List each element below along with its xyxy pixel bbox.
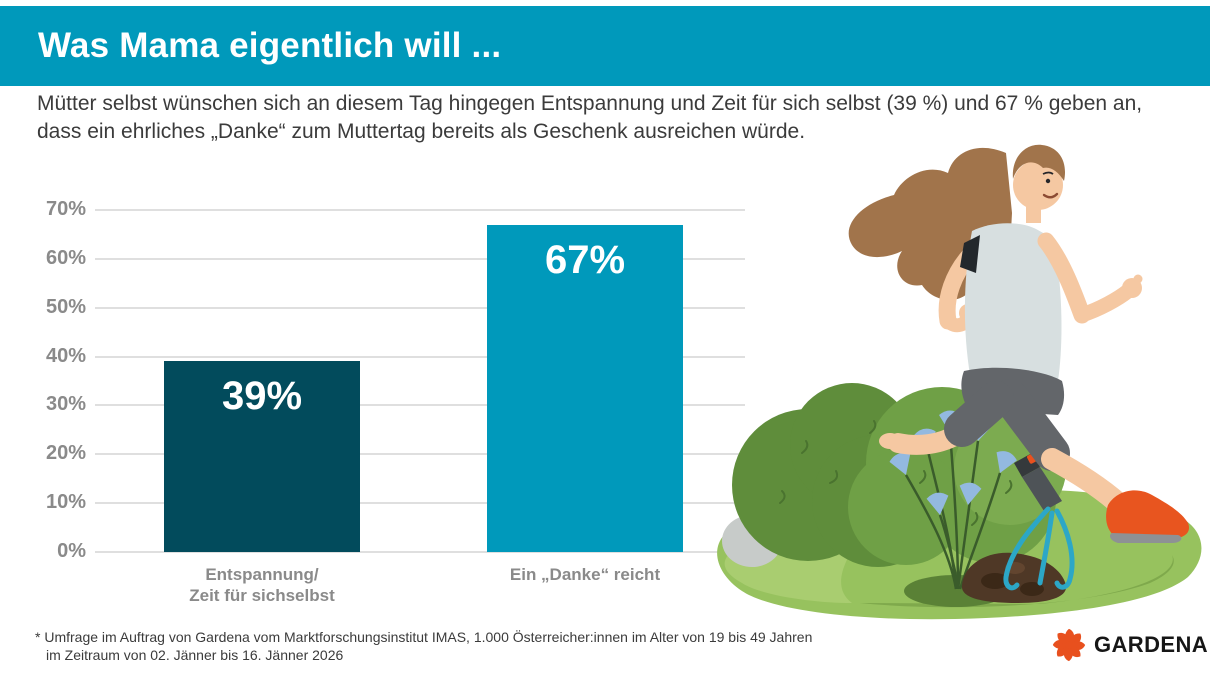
- grid-line: [95, 306, 745, 309]
- soil-lump: [1020, 582, 1044, 596]
- footnote-line1: * Umfrage im Auftrag von Gardena vom Mar…: [35, 629, 813, 645]
- bar: 39%: [164, 361, 360, 552]
- cultivator-handle: [1022, 467, 1062, 511]
- footnote-line2: im Zeitraum von 02. Jänner bis 16. Jänne…: [46, 647, 344, 664]
- x-axis-labels: Entspannung/ Zeit für sichselbst Ein „Dan…: [95, 564, 745, 610]
- soil-lump: [981, 573, 1009, 589]
- grid-line: [95, 257, 745, 260]
- eyebrow: [1042, 171, 1054, 175]
- smile: [1042, 192, 1059, 199]
- running-shoe: [1106, 490, 1190, 539]
- page-title: Was Mama eigentlich will ...: [38, 26, 502, 65]
- y-tick-label: 50%: [45, 295, 86, 318]
- bar-value-label: 39%: [221, 374, 303, 419]
- y-tick-label: 30%: [45, 393, 86, 416]
- header-bar: Was Mama eigentlich will ...: [0, 6, 1210, 86]
- shorts-thighs: [944, 379, 1070, 471]
- x-category-label: Entspannung/ Zeit für sichselbst: [189, 565, 335, 606]
- gardena-flower-icon: [1052, 628, 1086, 662]
- intro-text: Mütter selbst wünschen sich an diesem Ta…: [37, 92, 1143, 143]
- y-axis: 0% 10% 20% 30% 40% 50% 60% 70%: [26, 198, 86, 562]
- hair-cap: [1012, 144, 1066, 181]
- back-foot: [879, 433, 901, 449]
- bar: 67%: [487, 224, 683, 552]
- y-tick-label: 70%: [45, 198, 86, 220]
- grid-line: [95, 404, 745, 407]
- flower-stems: [904, 432, 1002, 590]
- y-tick-label: 10%: [45, 491, 86, 514]
- grid-line: [95, 209, 745, 211]
- gardena-logo: GARDENA: [1050, 626, 1208, 664]
- y-tick-label: 40%: [45, 344, 86, 367]
- shoe-sole: [1110, 533, 1182, 543]
- y-tick-label: 60%: [45, 246, 86, 269]
- footnote: * Umfrage im Auftrag von Gardena vom Mar…: [35, 628, 812, 664]
- tank-top: [964, 223, 1062, 381]
- grid-line: [95, 453, 745, 456]
- eye: [1045, 178, 1051, 184]
- y-tick-label: 20%: [45, 442, 86, 465]
- y-tick-label: 0%: [57, 540, 86, 562]
- bar-value-label: 67%: [544, 237, 626, 282]
- woman-jogging-garden-illustration: [717, 144, 1202, 620]
- grid-line: [95, 355, 745, 358]
- thumb: [1133, 274, 1143, 284]
- underarm-shadow: [960, 235, 980, 273]
- brand-name: GARDENA: [1094, 632, 1209, 657]
- chart-plot-area: 39% 67%: [95, 209, 745, 553]
- grid-line: [95, 502, 745, 505]
- cultivator-tines: [1003, 506, 1075, 591]
- grid-line: [95, 551, 745, 553]
- x-category-label: Ein „Danke“ reicht: [509, 565, 661, 584]
